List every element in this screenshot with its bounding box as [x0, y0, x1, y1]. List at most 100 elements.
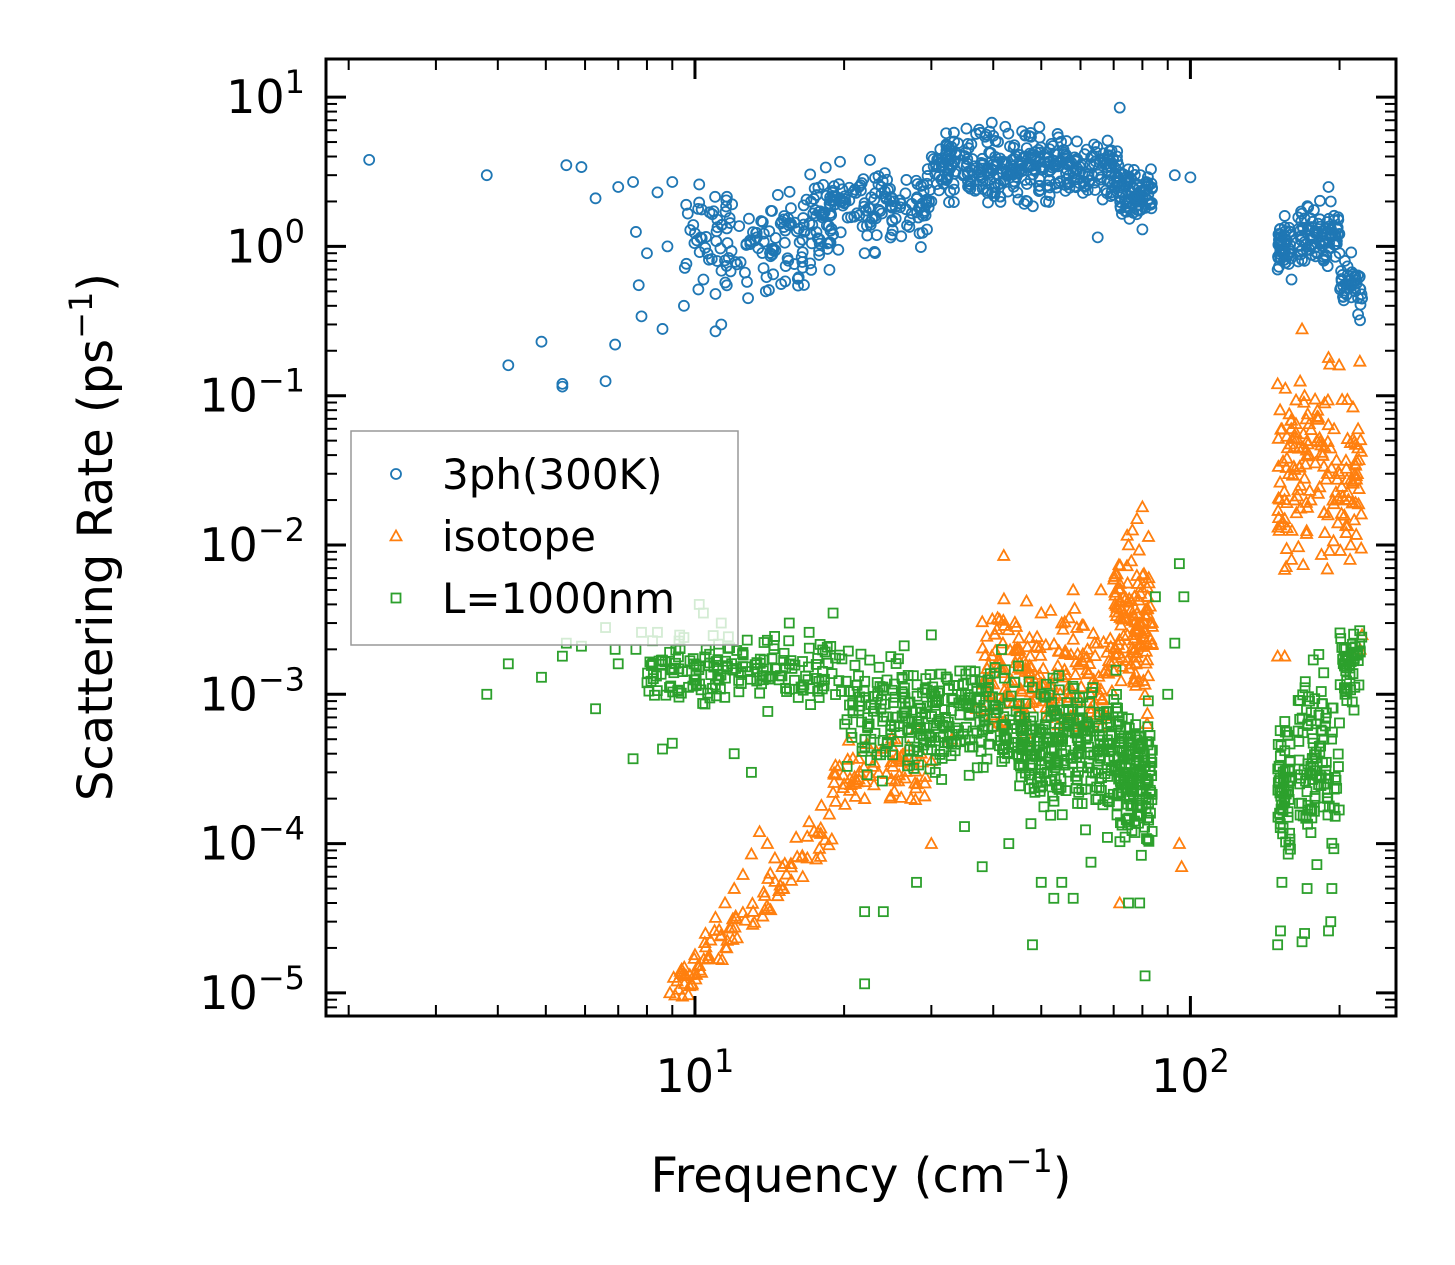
y-tick-label: 10−1: [199, 362, 305, 423]
data-point-square: [1328, 843, 1340, 855]
data-point-square: [1276, 876, 1288, 888]
data-point-circle: [1089, 184, 1101, 196]
data-point-triangle: [1329, 452, 1344, 466]
data-point-circle: [1294, 245, 1307, 258]
data-point-circle: [921, 223, 933, 236]
data-point-circle: [681, 207, 694, 220]
data-point-square: [927, 696, 939, 708]
data-point-square: [1096, 744, 1108, 756]
data-point-triangle: [1335, 392, 1350, 405]
data-point-circle: [1043, 174, 1056, 186]
data-point-square: [1033, 723, 1045, 735]
data-point-triangle: [1121, 537, 1136, 551]
data-point-circle: [825, 209, 838, 221]
data-point-triangle: [1353, 432, 1368, 446]
data-point-circle: [944, 185, 957, 198]
data-point-triangle: [1323, 440, 1338, 454]
data-point-circle: [796, 246, 809, 259]
data-point-triangle: [1324, 460, 1339, 474]
data-point-circle: [1101, 157, 1113, 170]
data-point-square: [1139, 821, 1151, 833]
data-point-square: [1294, 778, 1306, 790]
data-point-triangle: [708, 910, 723, 923]
data-point-circle: [651, 186, 664, 199]
data-point-triangle: [789, 830, 804, 843]
data-point-triangle: [1140, 652, 1155, 666]
data-point-circle: [575, 161, 588, 173]
data-point-circle: [1301, 200, 1314, 213]
data-point-triangle: [1111, 637, 1126, 650]
data-point-square: [936, 774, 948, 785]
data-point-circle: [869, 187, 881, 200]
data-point-square: [1074, 713, 1085, 724]
data-point-triangle: [1066, 631, 1081, 645]
data-point-circle: [880, 192, 893, 205]
data-point-square: [1061, 697, 1073, 709]
data-point-square: [851, 679, 863, 691]
data-point-circle: [1024, 173, 1037, 186]
data-point-circle: [1319, 249, 1332, 261]
data-point-triangle: [1348, 456, 1363, 470]
data-point-square: [934, 685, 946, 697]
data-point-circle: [719, 276, 732, 289]
data-point-circle: [994, 190, 1006, 203]
data-point-circle: [1088, 138, 1100, 151]
data-point-square: [977, 761, 989, 773]
data-point-square: [863, 718, 875, 730]
data-point-triangle: [775, 859, 790, 873]
data-point-circle: [1337, 294, 1350, 307]
data-point-square: [612, 658, 624, 670]
data-point-square: [1041, 678, 1052, 690]
data-point-triangle: [975, 614, 990, 628]
data-point-circle: [864, 154, 876, 166]
data-point-square: [768, 643, 780, 655]
data-point-triangle: [790, 849, 805, 862]
data-point-triangle: [1001, 673, 1016, 686]
data-point-square: [1027, 750, 1038, 762]
data-point-triangle: [1011, 630, 1026, 644]
data-point-square: [911, 876, 922, 888]
data-point-triangle: [1320, 507, 1335, 521]
data-point-circle: [739, 266, 751, 279]
data-point-circle: [994, 196, 1007, 208]
data-point-square: [803, 626, 815, 638]
data-point-square: [1123, 897, 1134, 909]
data-point-triangle: [883, 788, 898, 802]
data-point-square: [645, 675, 657, 687]
data-point-triangle: [848, 789, 863, 802]
data-point-square: [1311, 859, 1323, 870]
data-point-circle: [771, 189, 784, 201]
data-point-circle: [709, 190, 721, 203]
data-point-circle: [1101, 134, 1114, 147]
data-point-square: [720, 672, 731, 684]
data-point-circle: [678, 299, 690, 312]
data-point-square: [1292, 725, 1304, 737]
data-point-triangle: [1111, 581, 1126, 594]
data-point-square: [923, 730, 935, 742]
y-tick-label: 100: [226, 212, 305, 273]
data-point-square: [1111, 799, 1123, 811]
data-point-triangle: [1020, 639, 1035, 653]
legend-item: 3ph(300K): [390, 450, 662, 499]
data-point-triangle: [1284, 552, 1299, 565]
data-point-triangle: [908, 780, 923, 794]
data-point-triangle: [924, 836, 939, 849]
data-point-square: [1339, 660, 1350, 672]
data-point-triangle: [1140, 706, 1155, 719]
data-point-triangle: [1033, 648, 1048, 661]
data-point-square: [1053, 684, 1065, 696]
data-point-circle: [710, 235, 723, 247]
data-point-triangle: [1277, 648, 1292, 662]
data-point-square: [899, 706, 910, 718]
data-point-square: [1045, 775, 1056, 787]
data-point-triangle: [1316, 458, 1331, 472]
data-point-triangle: [719, 940, 734, 954]
series-isotope: [662, 321, 1370, 1002]
data-point-circle: [1304, 212, 1317, 225]
data-point-triangle: [888, 773, 903, 787]
data-point-square: [853, 670, 864, 682]
data-point-circle: [1314, 194, 1326, 207]
data-point-circle: [1083, 174, 1096, 187]
data-point-square: [1326, 702, 1338, 714]
x-tick-label: 102: [1151, 1042, 1230, 1103]
